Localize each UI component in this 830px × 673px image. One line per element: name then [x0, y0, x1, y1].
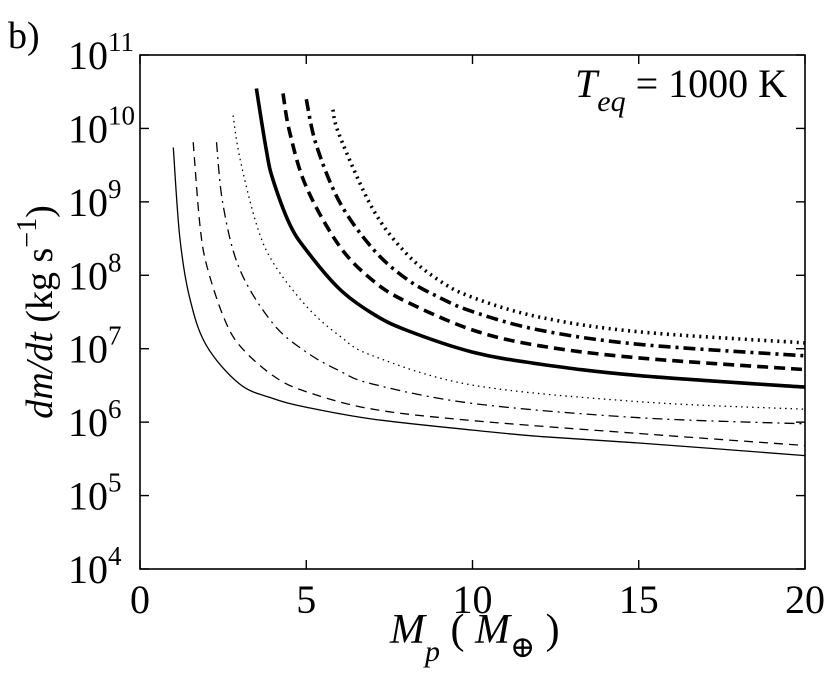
annotation-base: T [575, 61, 600, 106]
y-tick-label-base: 10 [68, 327, 108, 372]
series-line-5 [254, 88, 806, 389]
y-tick-label-base: 10 [68, 33, 108, 78]
y-axis-label-italic: dm/dt [19, 331, 61, 419]
x-tick-label: 0 [130, 577, 150, 622]
y-tick-label: 108 [68, 247, 122, 298]
y-axis-label-close: ) [19, 205, 61, 218]
series-line-3 [215, 142, 806, 425]
x-axis-label-subscript: p [423, 635, 440, 668]
y-tick-label-exponent: 8 [108, 247, 122, 277]
y-axis-label-exponent: −1 [12, 218, 43, 248]
y-axis-label: dm/dt (kg s−1) [12, 205, 61, 418]
y-tick-label-base: 10 [68, 180, 108, 225]
y-tick-label: 109 [68, 174, 122, 225]
x-axis-label-open: ( [440, 607, 475, 653]
y-tick-label-exponent: 4 [108, 541, 122, 571]
x-axis-label: Mp ( M⊕ ) [389, 607, 560, 668]
y-axis-label-rest: (kg s [19, 248, 61, 332]
series-line-8 [331, 109, 806, 345]
x-tick-label: 15 [619, 577, 659, 622]
y-tick-label-base: 10 [68, 253, 108, 298]
y-tick-label-base: 10 [68, 400, 108, 445]
series-line-4 [232, 115, 806, 410]
panel-label: b) [8, 15, 40, 57]
y-tick-label: 107 [68, 321, 122, 372]
x-tick-label: 5 [296, 577, 316, 622]
annotation-teq: Teq = 1000 K [575, 61, 787, 118]
x-tick-label: 10 [453, 577, 493, 622]
x-axis-label-unit-subscript: ⊕ [510, 631, 535, 664]
y-tick-label-exponent: 11 [108, 27, 134, 57]
y-tick-label-exponent: 6 [108, 394, 122, 424]
series-line-2 [192, 142, 806, 447]
y-tick-label: 1010 [68, 100, 135, 151]
y-tick-label-base: 10 [68, 547, 108, 592]
series-line-1 [172, 147, 806, 457]
y-tick-label-exponent: 10 [108, 100, 135, 130]
y-tick-label: 1011 [68, 27, 134, 78]
y-tick-label-exponent: 5 [108, 468, 122, 498]
x-axis-label-unit-base: M [474, 607, 512, 653]
annotation-rest: = 1000 K [626, 61, 788, 106]
y-tick-label-base: 10 [68, 106, 108, 151]
y-tick-label-exponent: 9 [108, 174, 122, 204]
y-tick-label: 105 [68, 468, 122, 519]
series-line-6 [281, 93, 806, 372]
x-axis-label-close: ) [535, 607, 560, 653]
y-tick-label-base: 10 [68, 474, 108, 519]
x-axis-label-base: M [389, 607, 427, 653]
y-tick-label: 106 [68, 394, 122, 445]
y-tick-label: 104 [68, 541, 122, 592]
y-tick-label-exponent: 7 [108, 321, 122, 351]
annotation-subscript: eq [597, 85, 625, 118]
x-tick-label: 20 [785, 577, 825, 622]
series-layer [172, 88, 806, 457]
